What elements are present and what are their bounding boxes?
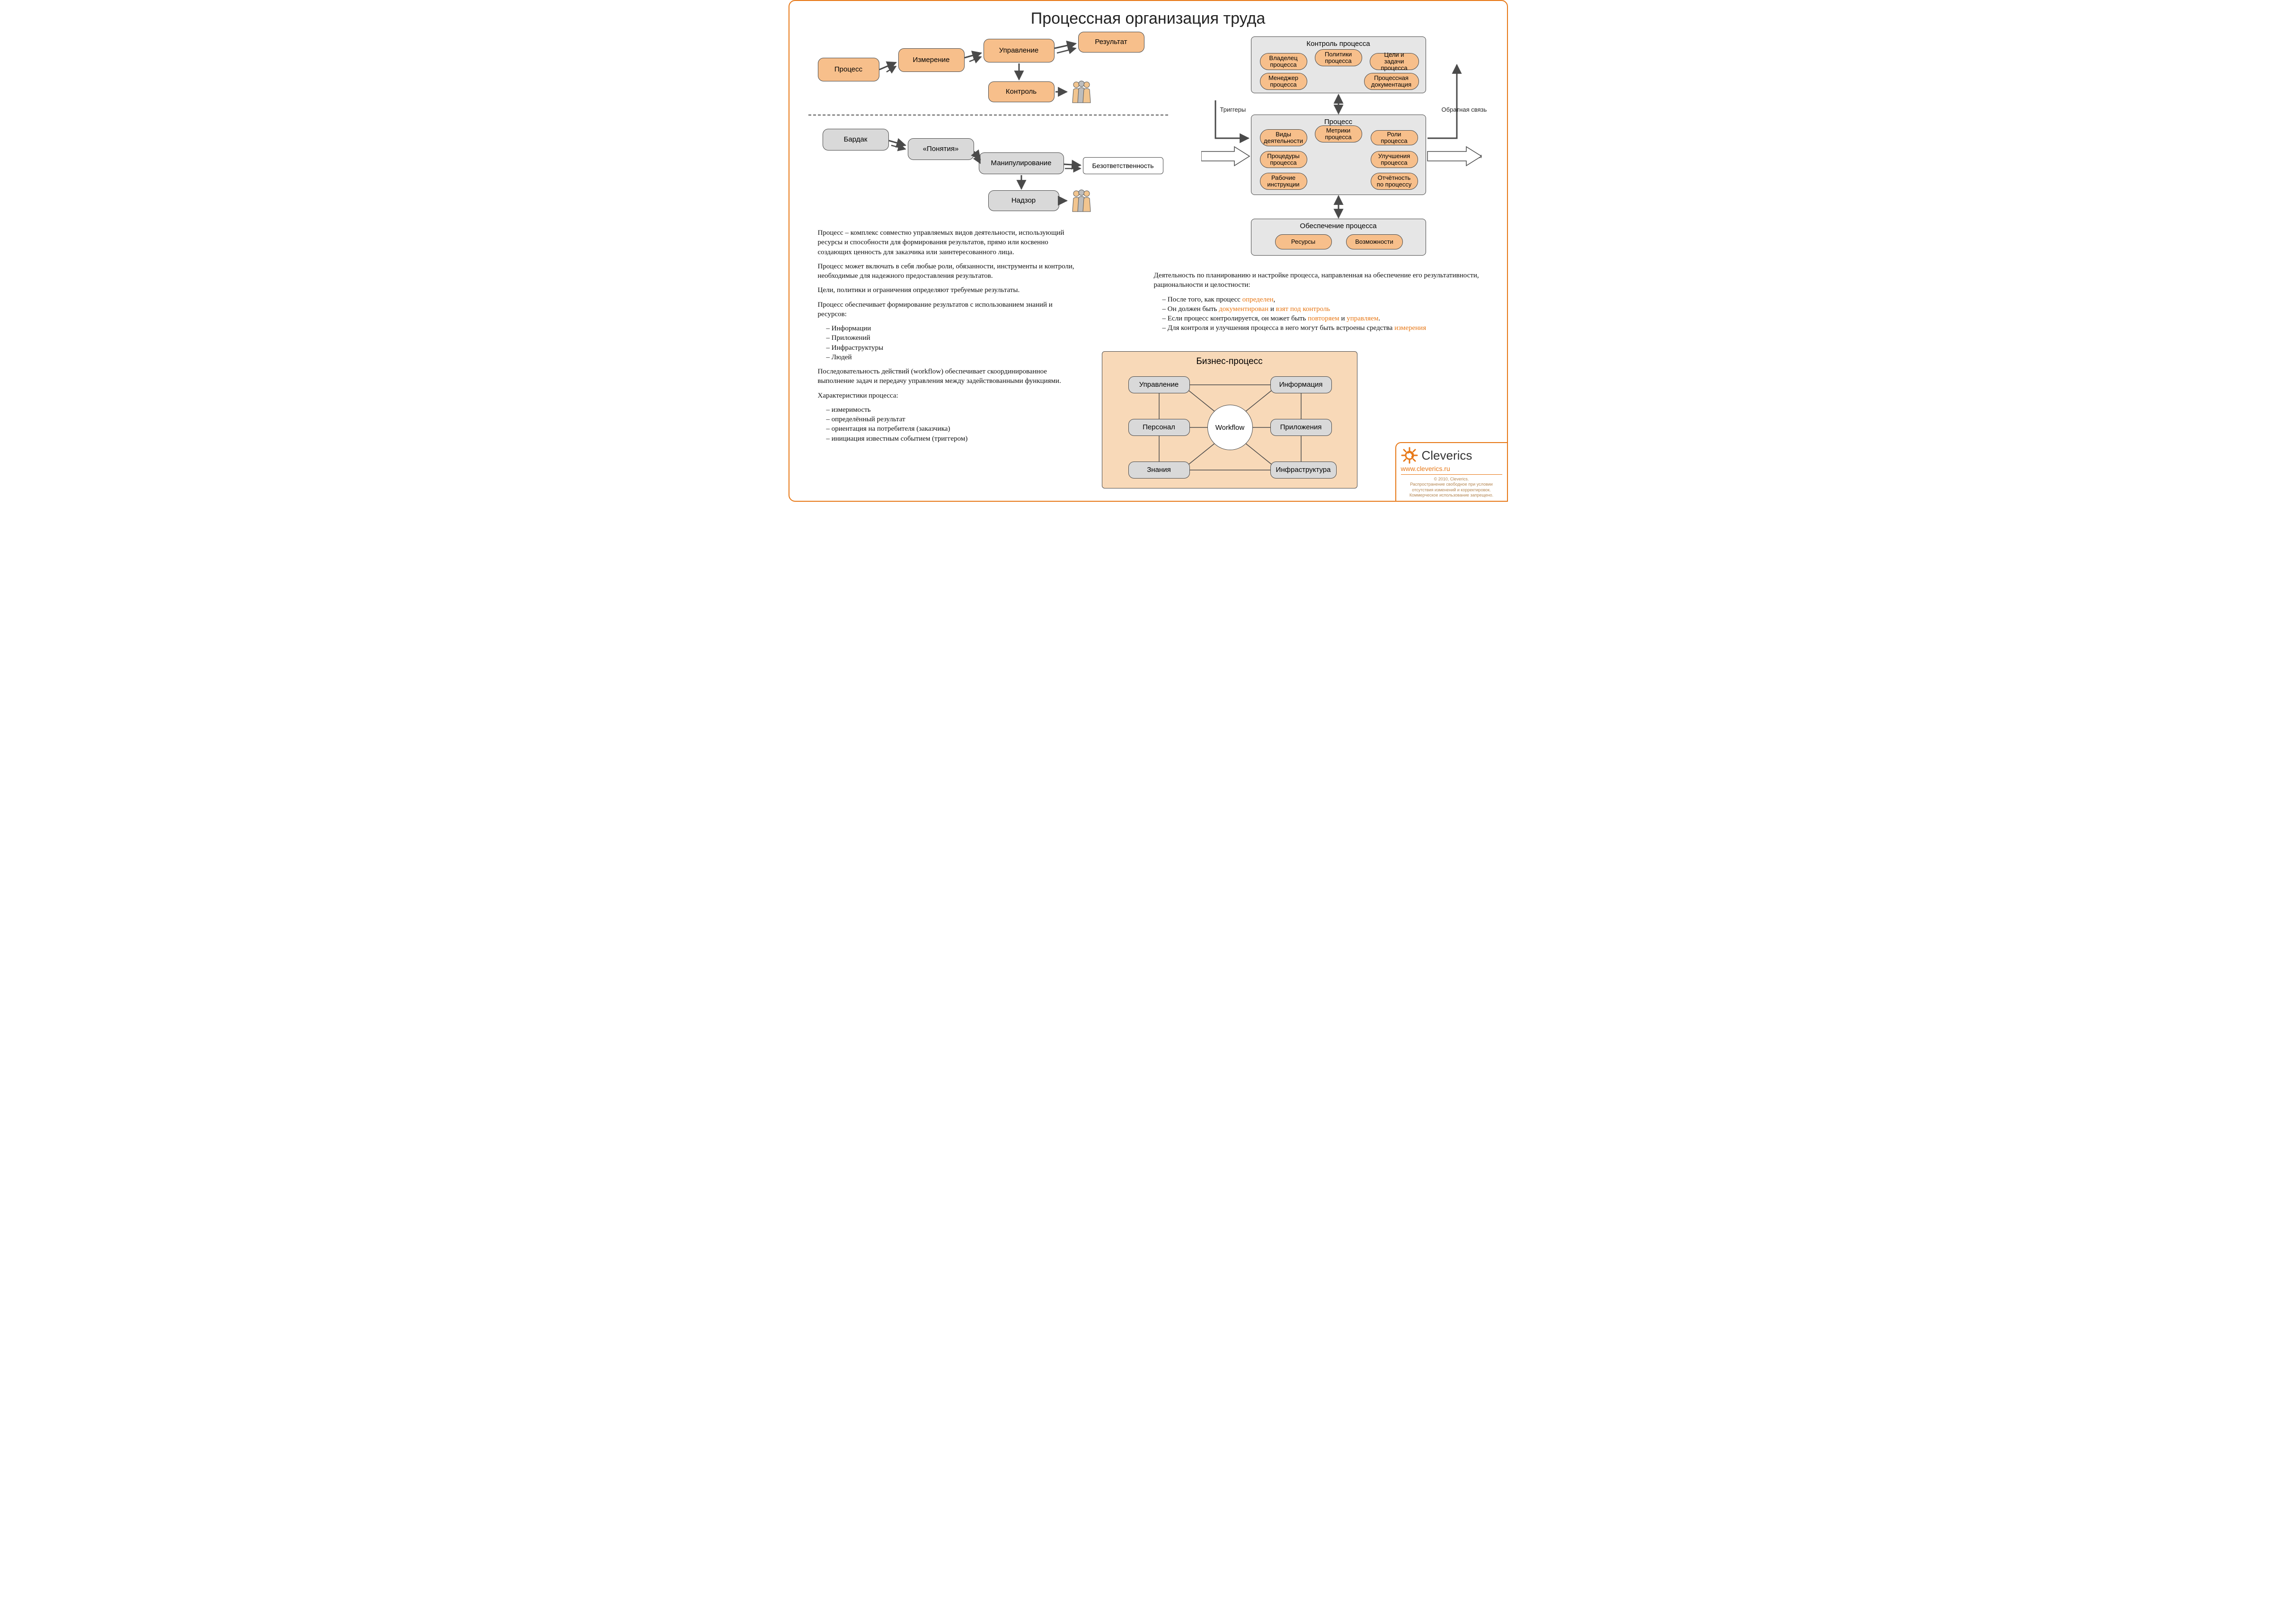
left-p5: Последовательность действий (workflow) о… xyxy=(818,367,1083,386)
panel-support: Обеспечение процесса Ресурсы Возможности xyxy=(1251,219,1426,256)
pill-policy: Политики процесса xyxy=(1315,49,1362,66)
bp-panel: Бизнес-процесс Управление Инфор xyxy=(1102,351,1357,488)
left-c1: измеримость xyxy=(826,405,1083,415)
left-c2: определённый результат xyxy=(826,415,1083,424)
footer-line1: © 2010, Cleverics. xyxy=(1401,477,1502,482)
flow-top-control: Контроль xyxy=(988,81,1055,102)
footer-brand: Cleverics xyxy=(1422,448,1472,463)
footer-line3: Коммерческое использование запрещено. xyxy=(1401,493,1502,498)
people-icon xyxy=(1069,188,1094,213)
right-l1: После того, как процесс определен, xyxy=(1162,295,1485,304)
panel-control-title: Контроль процесса xyxy=(1251,40,1426,48)
flow-top-process: Процесс xyxy=(818,58,879,81)
footer-url: www.cleverics.ru xyxy=(1401,465,1502,472)
flow-bot-notion: «Понятия» xyxy=(908,138,974,160)
left-p4: Процесс обеспечивает формирование резуль… xyxy=(818,300,1083,320)
panel-process-title: Процесс xyxy=(1251,118,1426,126)
bp-n6: Инфраструктура xyxy=(1270,462,1337,479)
bp-title: Бизнес-процесс xyxy=(1102,356,1357,367)
pill-goals: Цели и задачи процесса xyxy=(1370,53,1419,70)
pill-res: Ресурсы xyxy=(1275,234,1332,249)
pill-impr: Улучшения процесса xyxy=(1371,151,1418,168)
right-body: Деятельность по планированию и настройке… xyxy=(1154,271,1485,338)
panel-process: Процесс Виды деятельности Метрики процес… xyxy=(1251,115,1426,195)
left-p6: Характеристики процесса: xyxy=(818,391,1083,400)
pill-act: Виды деятельности xyxy=(1260,129,1307,146)
left-p1: Процесс – комплекс совместно управляемых… xyxy=(818,228,1083,257)
pill-doc: Процессная документация xyxy=(1364,73,1419,90)
bp-n2: Информация xyxy=(1270,376,1332,393)
flow-bot-chaos: Бардак xyxy=(823,129,889,151)
logo-icon xyxy=(1401,447,1418,464)
left-li3: Инфраструктуры xyxy=(826,343,1083,353)
label-outputs: Выходы xyxy=(1459,152,1482,160)
pill-cap: Возможности xyxy=(1346,234,1403,249)
flow-top-manage: Управление xyxy=(984,39,1055,62)
left-p2: Процесс может включать в себя любые роли… xyxy=(818,262,1083,281)
left-li1: Информации xyxy=(826,324,1083,333)
bp-center: Workflow xyxy=(1207,405,1253,450)
bp-n4: Приложения xyxy=(1270,419,1332,436)
page: Процессная организация труда Процесс Изм… xyxy=(789,0,1508,502)
left-c4: инициация известным событием (триггером) xyxy=(826,434,1083,444)
bp-n3: Персонал xyxy=(1128,419,1190,436)
label-triggers: Триггеры xyxy=(1220,106,1246,113)
pill-roles: Роли процесса xyxy=(1371,130,1418,145)
flow-bot-manip: Манипулирование xyxy=(979,152,1064,174)
left-p3: Цели, политики и ограничения определяют … xyxy=(818,285,1083,295)
flow-top-measure: Измерение xyxy=(898,48,965,72)
pill-procd: Процедуры процесса xyxy=(1260,151,1307,168)
right-l2: Он должен быть документирован и взят под… xyxy=(1162,304,1485,314)
page-title: Процессная организация труда xyxy=(789,9,1507,28)
pill-owner: Владелец процесса xyxy=(1260,53,1307,70)
right-l3: Если процесс контролируется, он может бы… xyxy=(1162,314,1485,323)
pill-metr: Метрики процесса xyxy=(1315,125,1362,142)
footer-line2: Распространение свободное при условии от… xyxy=(1401,482,1502,493)
bp-n5: Знания xyxy=(1128,462,1190,479)
flow-bot-irresp: Безответственность xyxy=(1083,157,1163,174)
panel-control: Контроль процесса Владелец процесса Поли… xyxy=(1251,36,1426,93)
footer: Cleverics www.cleverics.ru © 2010, Cleve… xyxy=(1395,442,1508,502)
left-li2: Приложений xyxy=(826,333,1083,343)
left-li4: Людей xyxy=(826,353,1083,362)
pill-mgr: Менеджер процесса xyxy=(1260,73,1307,90)
left-c3: ориентация на потребителя (заказчика) xyxy=(826,424,1083,434)
right-l4: Для контроля и улучшения процесса в него… xyxy=(1162,323,1485,333)
pill-instr: Рабочие инструкции xyxy=(1260,173,1307,190)
people-icon xyxy=(1069,79,1094,105)
label-feedback: Обратная связь xyxy=(1442,106,1487,113)
right-lead: Деятельность по планированию и настройке… xyxy=(1154,271,1485,290)
panel-support-title: Обеспечение процесса xyxy=(1251,222,1426,230)
flow-top-result: Результат xyxy=(1078,32,1144,53)
pill-rep: Отчётность по процессу xyxy=(1371,173,1418,190)
left-body: Процесс – комплекс совместно управляемых… xyxy=(818,228,1083,448)
bp-n1: Управление xyxy=(1128,376,1190,393)
flow-bot-nadzor: Надзор xyxy=(988,190,1059,211)
label-inputs: Входы xyxy=(1213,152,1232,160)
